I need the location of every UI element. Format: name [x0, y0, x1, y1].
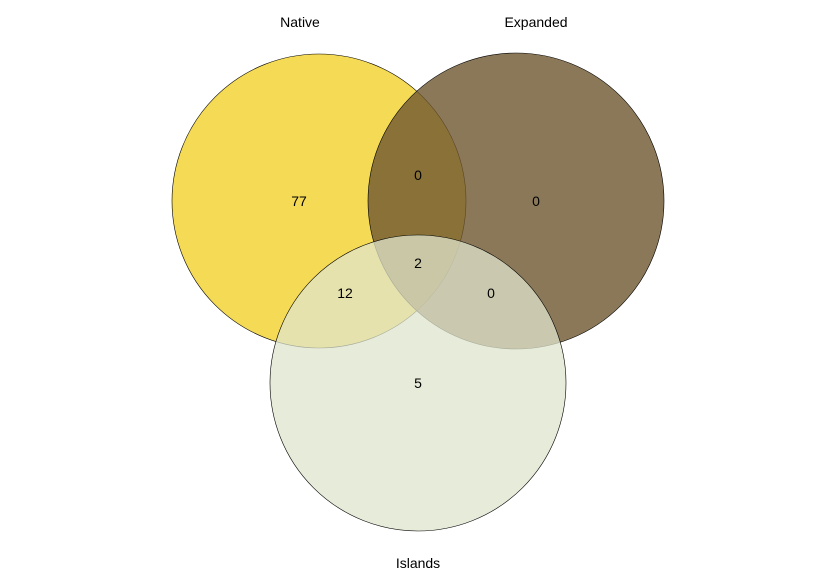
expanded-islands-count: 0 [487, 285, 495, 301]
all-three-count: 2 [414, 255, 422, 271]
expanded-only-count: 0 [532, 193, 540, 209]
native-only-count: 77 [291, 193, 307, 209]
native-set-label: Native [280, 14, 320, 30]
native-islands-count: 12 [337, 285, 353, 301]
expanded-set-label: Expanded [504, 14, 567, 30]
islands-set-label: Islands [396, 555, 440, 571]
native-expanded-count: 0 [414, 167, 422, 183]
islands-only-count: 5 [414, 375, 422, 391]
islands-circle [269, 234, 567, 532]
